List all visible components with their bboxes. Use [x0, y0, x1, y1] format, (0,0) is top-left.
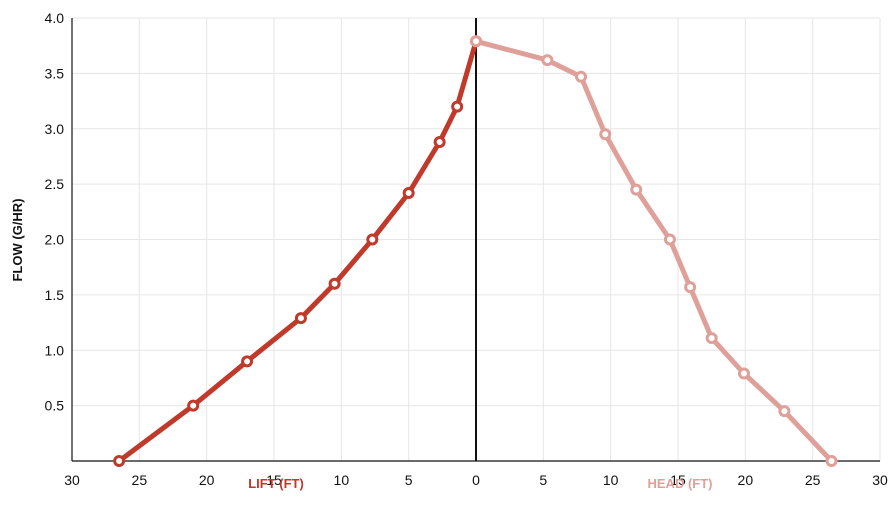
x-tick-label: 0 [472, 472, 480, 488]
tick-labels: 30 25 20 15 10 5 0 5 10 15 20 25 30 0.5 1.0 1.5 2.0 2.5 3.… [45, 10, 888, 488]
x-tick-label: 10 [334, 472, 350, 488]
lift-data-point [113, 455, 126, 467]
lift-data-point [328, 277, 341, 290]
lift-data-point [241, 355, 254, 368]
x-tick-label: 30 [64, 472, 80, 488]
y-tick-label: 2.5 [45, 176, 65, 192]
head-data-point [825, 455, 838, 467]
head-series-line [473, 38, 834, 464]
head-data-point [470, 35, 482, 48]
lift-axis-label: LIFT (FT) [248, 476, 304, 491]
head-data-point [705, 332, 718, 345]
x-tick-label: 10 [603, 472, 619, 488]
head-data-point [684, 281, 697, 294]
x-tick-label: 25 [132, 472, 148, 488]
lift-data-point [187, 399, 200, 412]
lift-data-point [402, 186, 415, 199]
y-tick-label: 1.0 [45, 342, 65, 358]
head-data-point [599, 128, 612, 141]
y-tick-label: 0.5 [45, 398, 65, 414]
lift-data-point [366, 233, 379, 246]
head-data-point [630, 183, 643, 196]
y-tick-label: 1.5 [45, 287, 65, 303]
x-tick-label: 20 [199, 472, 215, 488]
x-tick-label: 5 [539, 472, 547, 488]
x-tick-label: 25 [805, 472, 821, 488]
x-tick-label: 15 [670, 472, 686, 488]
head-data-point [663, 233, 676, 246]
series-layer [113, 35, 838, 467]
y-tick-label: 4.0 [45, 10, 65, 26]
x-tick-label: 5 [405, 472, 413, 488]
lift-data-point [433, 136, 446, 149]
head-data-point [778, 405, 791, 418]
y-axis-label: FLOW (G/HR) [10, 198, 25, 281]
lift-data-point [451, 100, 464, 113]
head-data-point [575, 70, 588, 83]
x-tick-label: 20 [738, 472, 754, 488]
lift-data-point [294, 312, 307, 325]
lift-series-line [116, 38, 479, 464]
head-axis-label: HEAD (FT) [648, 476, 713, 491]
y-tick-label: 3.5 [45, 65, 65, 81]
axes [71, 18, 880, 462]
head-data-point [737, 367, 750, 380]
y-tick-label: 3.0 [45, 121, 65, 137]
head-data-point [541, 54, 554, 67]
x-tick-label: 15 [266, 472, 282, 488]
y-tick-label: 2.0 [45, 232, 65, 248]
x-tick-label: 30 [872, 472, 888, 488]
